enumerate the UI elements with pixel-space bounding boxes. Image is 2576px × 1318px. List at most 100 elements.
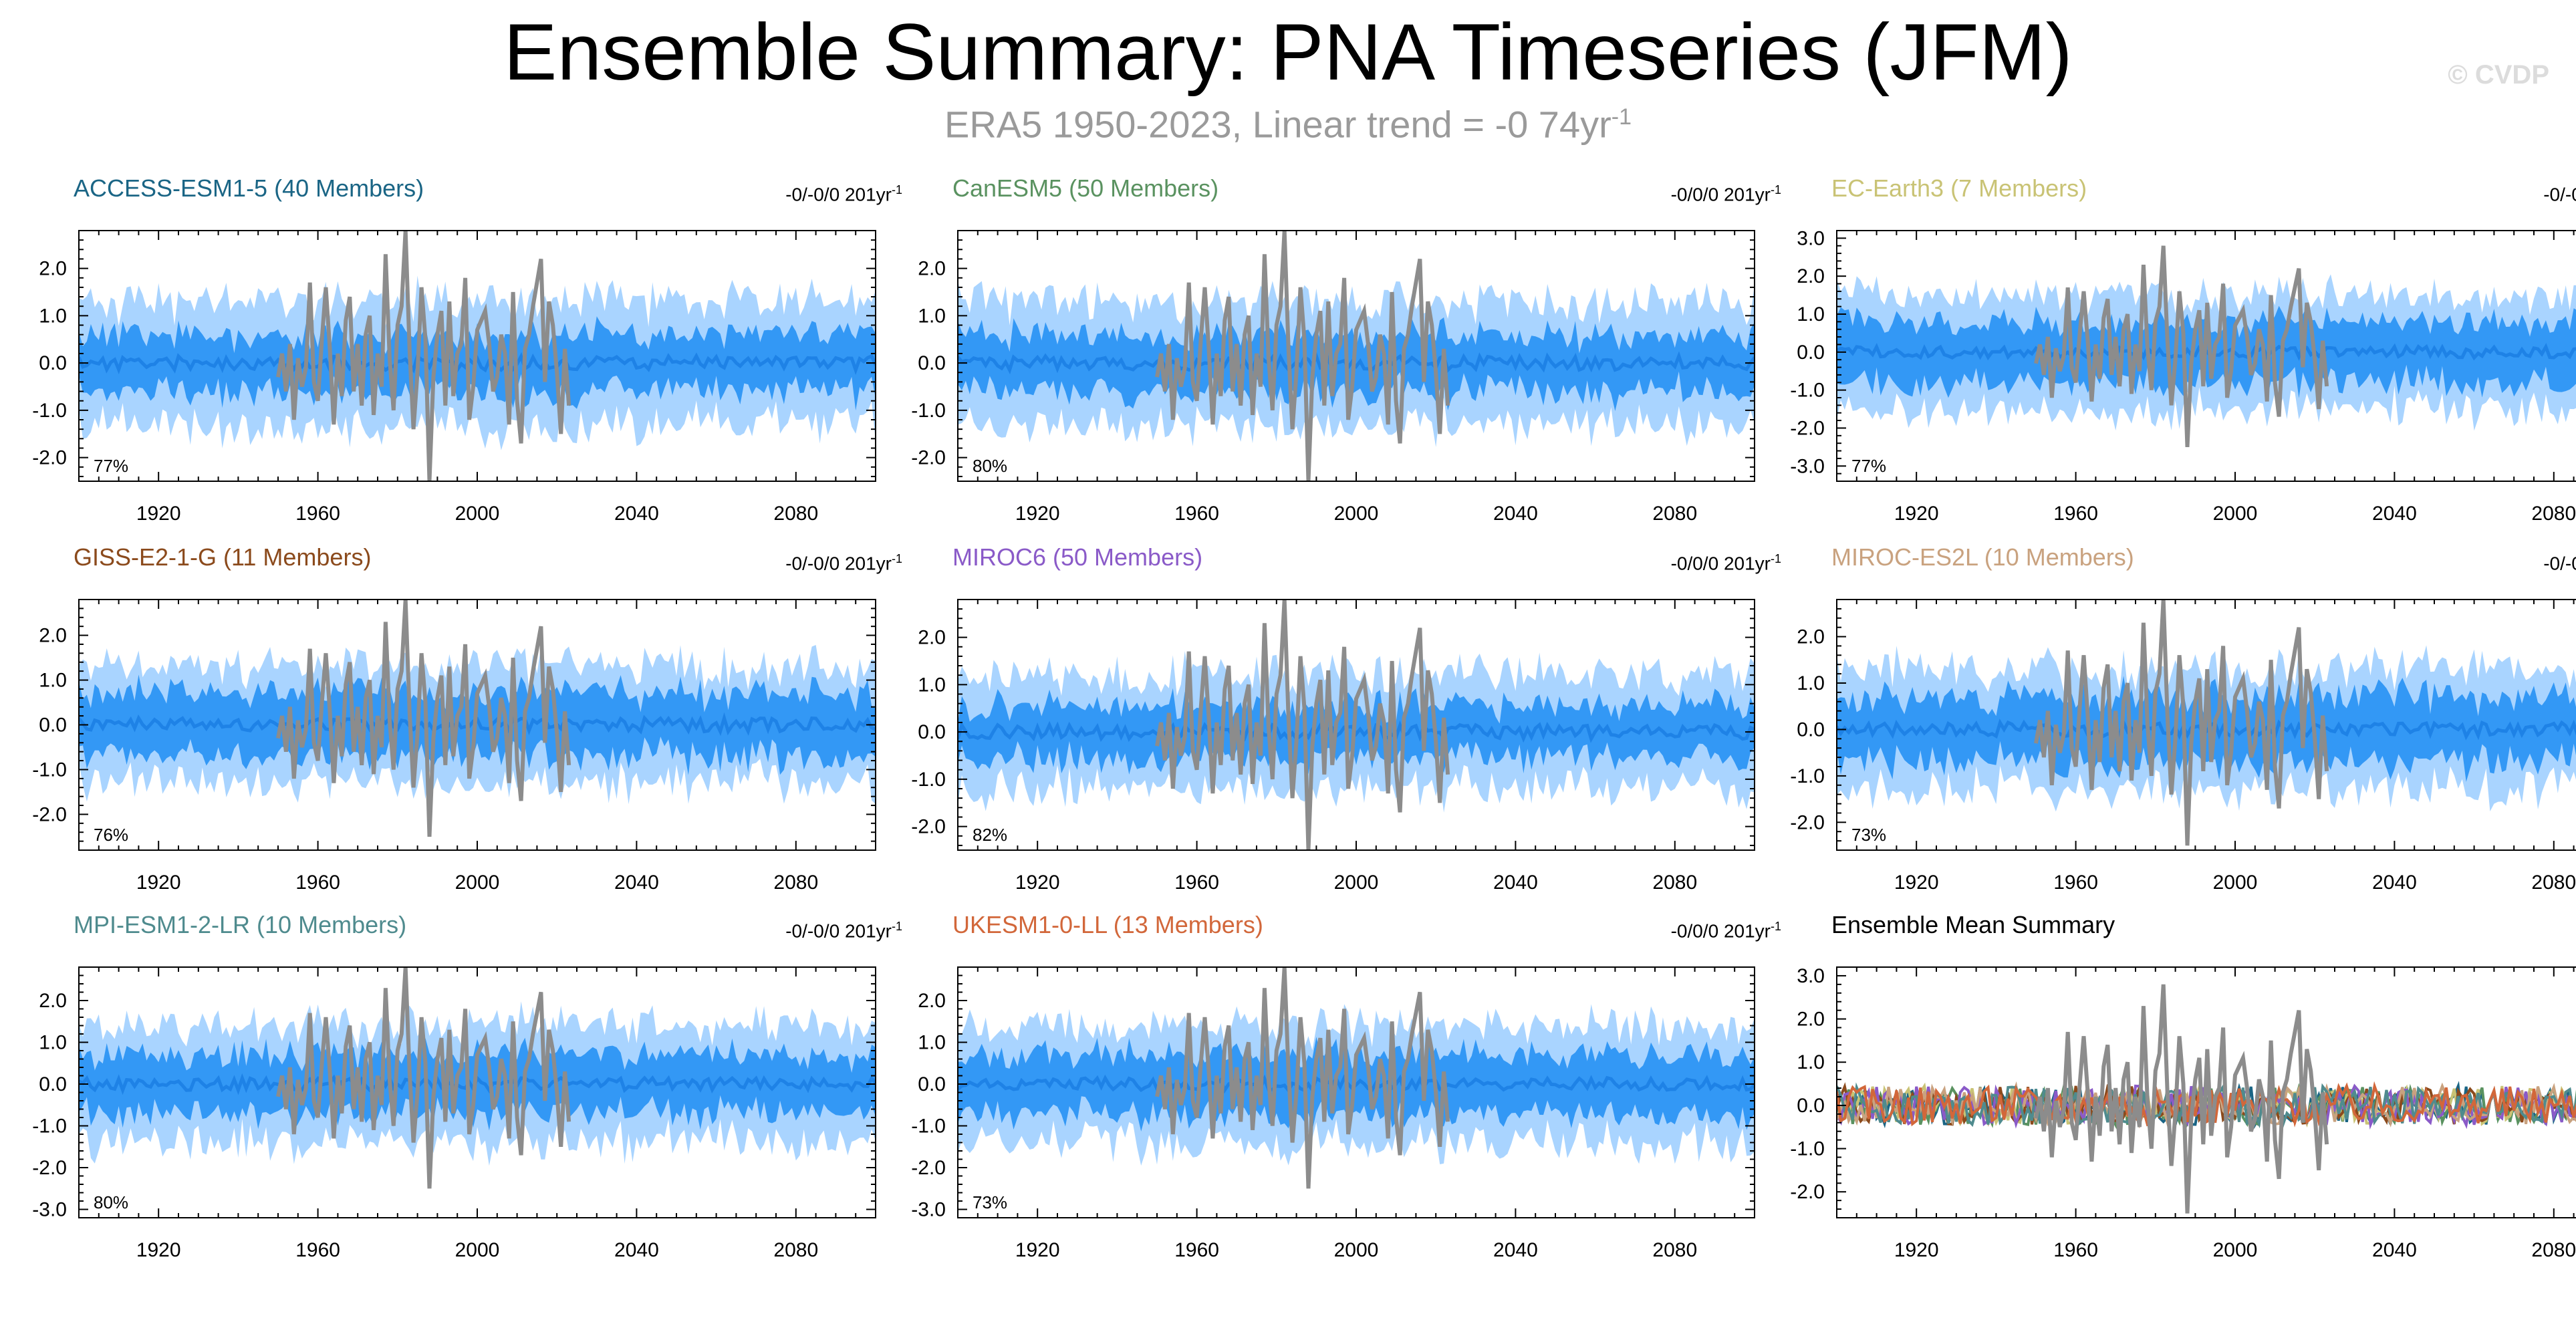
percent-label: 80% <box>973 456 1007 476</box>
x-tick-label: 2000 <box>2213 1239 2258 1261</box>
panel-trend-label: -0/0/0 201yr-1 <box>1671 913 1781 944</box>
y-tick-label: -1.0 <box>1790 1138 1825 1160</box>
y-tick-label: 1.0 <box>1797 1051 1825 1073</box>
panel-mpi-esm1-2-lr: MPI-ESM1-2-LR (10 Members) -0/-0/0 201yr… <box>32 911 902 1318</box>
cvdp-watermark: © CVDP <box>2448 60 2549 90</box>
panel-trend-label: -0/0/0 201yr-1 <box>1671 545 1781 577</box>
y-tick-label: 0.0 <box>39 352 67 374</box>
plot-area <box>958 967 1755 1189</box>
x-tick-label: 2040 <box>2372 503 2417 525</box>
timeseries-plot: 1920 1960 2000 2040 2080 -2.0 -1.0 0.0 1.0 2.0 76% <box>32 599 876 894</box>
y-tick-label: -2.0 <box>1790 811 1825 833</box>
x-tick-label: 1920 <box>136 872 181 894</box>
x-tick-label: 1960 <box>295 872 340 894</box>
observations-line <box>2034 984 2329 1214</box>
y-tick-label: -1.0 <box>911 769 946 791</box>
ensemble-mean-line <box>1837 717 2576 741</box>
chart-main-title: Ensemble Summary: PNA Timeseries (JFM) <box>503 7 2073 97</box>
trend-superscript: -1 <box>891 183 902 196</box>
trend-superscript: -1 <box>891 920 902 933</box>
x-tick-label: 1960 <box>1174 1239 1219 1261</box>
x-tick-label: 2040 <box>1493 1239 1538 1261</box>
x-tick-label: 2040 <box>614 872 659 894</box>
y-tick-label: 0.0 <box>39 714 67 737</box>
x-tick-label: 2040 <box>2372 1239 2417 1261</box>
x-tick-label: 2000 <box>1334 503 1379 525</box>
trend-text: -0/-0/0 201yr <box>785 920 892 942</box>
percent-label: 80% <box>94 1192 128 1212</box>
panel-ukesm1-0-ll: UKESM1-0-LL (13 Members) -0/0/0 201yr-1 … <box>911 911 1781 1318</box>
x-tick-label: 2000 <box>2213 503 2258 525</box>
y-tick-label: 0.0 <box>39 1073 67 1095</box>
x-tick-label: 2000 <box>455 503 500 525</box>
y-tick-label: -2.0 <box>1790 1181 1825 1203</box>
trend-text: -0/-0/0 201yr <box>785 553 892 574</box>
subtitle-superscript: -1 <box>1611 104 1632 130</box>
ensemble-mean-line <box>958 351 1755 375</box>
timeseries-plot: 1920 1960 2000 2040 2080 -3.0 -2.0 -1.0 0.0 1.0 2.… <box>32 966 876 1261</box>
timeseries-plot: 1920 1960 2000 2040 2080 -2.0 -1.0 0.0 1.0 2.0 73% <box>1790 599 2576 894</box>
trend-superscript: -1 <box>1770 183 1781 196</box>
y-tick-label: -3.0 <box>911 1199 946 1221</box>
y-tick-label: -2.0 <box>32 1157 67 1179</box>
panel-title: GISS-E2-1-G (11 Members) <box>74 543 372 571</box>
plot-area <box>958 231 1755 481</box>
x-tick-label: 1960 <box>295 503 340 525</box>
y-tick-label: 0.0 <box>1797 342 1825 364</box>
timeseries-plot: 1920 1960 2000 2040 2080 -2.0 -1.0 0.0 1.0 2.0 82% <box>911 599 1755 894</box>
y-tick-label: 0.0 <box>918 721 946 743</box>
x-tick-label: 1920 <box>1894 872 1939 894</box>
y-tick-label: 2.0 <box>918 258 946 280</box>
panel-title: UKESM1-0-LL (13 Members) <box>952 911 1263 938</box>
trend-text: -0/-0/0 201yr <box>785 184 892 205</box>
ensemble-mean-line <box>79 352 876 376</box>
inner-spread-band <box>79 674 876 775</box>
x-tick-label: 2080 <box>773 872 818 894</box>
trend-text: -0/0/0 201yr <box>1670 553 1771 574</box>
x-tick-label: 2080 <box>1652 503 1697 525</box>
y-tick-label: -1.0 <box>911 400 946 422</box>
panel-canesm5: CanESM5 (50 Members) -0/0/0 201yr-1 1920… <box>911 174 1781 581</box>
y-tick-label: 2.0 <box>1797 265 1825 287</box>
plot-area <box>79 231 876 481</box>
y-tick-label: 1.0 <box>918 674 946 696</box>
x-tick-label: 2000 <box>1334 872 1379 894</box>
panel-title: Ensemble Mean Summary <box>1831 911 2115 938</box>
trend-text: -0/-0/0 201yr <box>2543 553 2576 574</box>
ensemble-mean-line <box>1837 343 2576 362</box>
panel-miroc6: MIROC6 (50 Members) -0/0/0 201yr-1 1920 1… <box>911 543 1781 950</box>
y-tick-label: 2.0 <box>1797 1009 1825 1031</box>
x-tick-label: 1920 <box>1015 503 1060 525</box>
y-tick-label: 3.0 <box>1797 227 1825 249</box>
y-tick-label: 2.0 <box>918 627 946 649</box>
panel-trend-label: -0/-0/0 201yr-1 <box>2543 545 2576 577</box>
y-tick-label: 1.0 <box>1797 672 1825 694</box>
observations-line <box>276 231 571 481</box>
panel-title: MPI-ESM1-2-LR (10 Members) <box>74 911 407 938</box>
x-tick-label: 2040 <box>1493 503 1538 525</box>
observations-line <box>276 967 571 1189</box>
y-tick-label: -2.0 <box>32 803 67 825</box>
inner-spread-band <box>79 316 876 411</box>
x-tick-label: 1960 <box>1174 503 1219 525</box>
observations-line <box>1155 967 1450 1189</box>
x-tick-label: 2080 <box>2531 872 2576 894</box>
x-tick-label: 1960 <box>295 1239 340 1261</box>
x-tick-label: 1920 <box>136 1239 181 1261</box>
panel-giss-e2-1-g: GISS-E2-1-G (11 Members) -0/-0/0 201yr-1… <box>32 543 902 950</box>
x-tick-label: 1920 <box>1015 1239 1060 1261</box>
x-tick-label: 2080 <box>1652 1239 1697 1261</box>
x-tick-label: 1920 <box>136 503 181 525</box>
y-tick-label: -1.0 <box>32 1115 67 1138</box>
panel-title: EC-Earth3 (7 Members) <box>1831 174 2087 202</box>
y-tick-label: -2.0 <box>911 816 946 838</box>
y-tick-label: -1.0 <box>32 759 67 781</box>
x-tick-label: 1920 <box>1894 1239 1939 1261</box>
x-tick-label: 1960 <box>2053 503 2098 525</box>
x-tick-label: 2000 <box>455 872 500 894</box>
panel-ec-earth3: EC-Earth3 (7 Members) -0/-0/0 201yr-1 19… <box>1790 174 2576 581</box>
y-tick-label: -1.0 <box>1790 380 1825 402</box>
y-tick-label: -1.0 <box>1790 765 1825 787</box>
trend-superscript: -1 <box>891 552 902 565</box>
y-tick-label: 1.0 <box>918 1032 946 1054</box>
